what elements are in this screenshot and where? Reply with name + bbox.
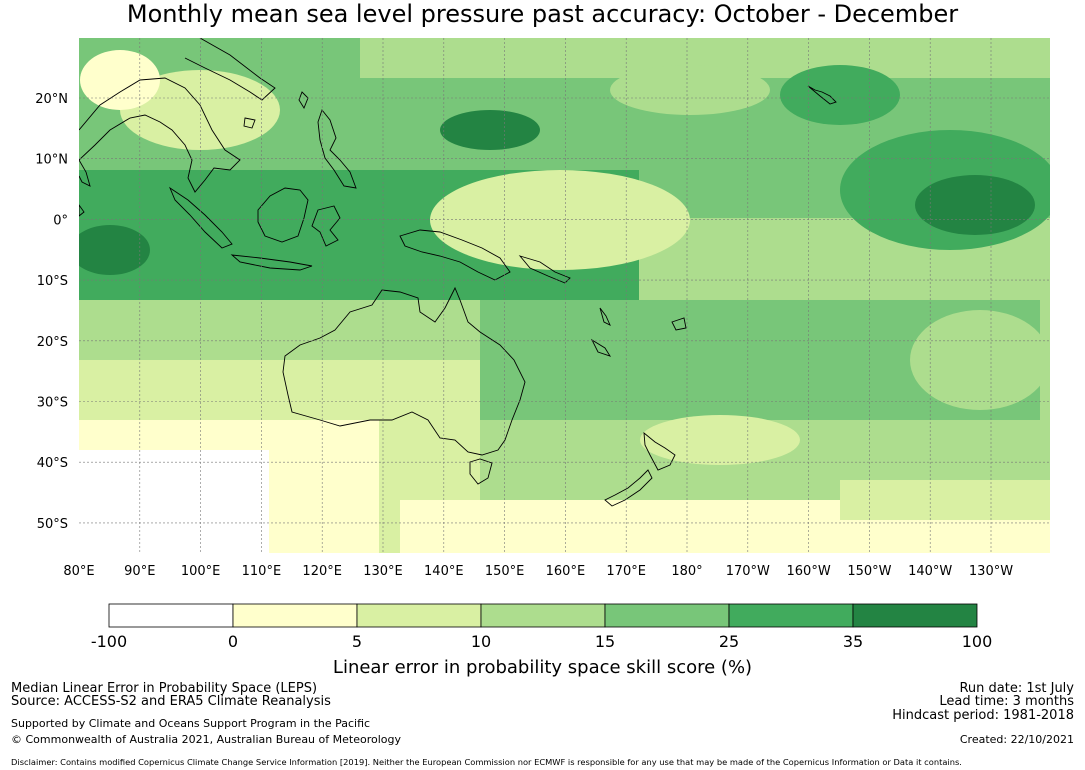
lon-tick-label: 90°E: [124, 564, 155, 579]
australia-outline: [282, 286, 526, 456]
gridlines: [79, 38, 1050, 553]
colorbar-bin: [852, 603, 978, 628]
hainan-outline: [243, 117, 256, 129]
china-coast: [184, 38, 276, 101]
lon-tick-label: 130°W: [969, 564, 1013, 579]
colorbar-tick-label: 10: [470, 632, 492, 651]
lon-tick-label: 150°E: [485, 564, 525, 579]
colorbar-bin: [480, 603, 606, 628]
java-outline: [230, 254, 313, 271]
colorbar-bin: [728, 603, 854, 628]
colorbar-tick-label: 100: [961, 632, 993, 651]
new-guinea-outline: [399, 229, 511, 281]
lon-tick-label: 110°E: [242, 564, 282, 579]
lon-tick-label: 80°E: [63, 564, 94, 579]
lat-tick-label: 10°S: [37, 274, 68, 289]
sulawesi-outline: [311, 205, 341, 247]
lon-tick-label: 160°W: [787, 564, 831, 579]
colorbar-tick-label: 5: [351, 632, 363, 651]
lat-tick-label: 50°S: [37, 517, 68, 532]
colorbar: [108, 603, 978, 628]
axis-ticks: 80°E 90°E 100°E 110°E 120°E 130°E 140°E 150°E 16…: [35, 92, 1013, 579]
india-tip: [79, 159, 91, 187]
footer-leps-label: Median Linear Error in Probability Space…: [11, 681, 318, 696]
lon-tick-label: 130°E: [363, 564, 403, 579]
fiji-islands: [671, 317, 687, 331]
footer-lead-time: Lead time: 3 months: [939, 694, 1074, 709]
colorbar-bin: [604, 603, 730, 628]
lon-tick-label: 150°W: [847, 564, 891, 579]
lat-tick-label: 0°: [53, 213, 68, 228]
tasmania-outline: [469, 458, 493, 485]
footer-source: Source: ACCESS-S2 and ERA5 Climate Reana…: [11, 694, 331, 709]
lat-tick-label: 10°N: [35, 153, 68, 168]
colorbar-tick-label: 35: [842, 632, 864, 651]
footer-copyright: © Commonwealth of Australia 2021, Austra…: [11, 733, 401, 746]
colorbar-label: Linear error in probability space skill …: [332, 657, 753, 678]
colorbar-tick-label: 25: [718, 632, 740, 651]
footer-hindcast-period: Hindcast period: 1981-2018: [892, 708, 1074, 723]
new-zealand-outline: [643, 431, 676, 471]
lat-tick-label: 30°S: [37, 396, 68, 411]
lon-tick-label: 100°E: [181, 564, 221, 579]
footer-support: Supported by Climate and Oceans Support …: [11, 717, 371, 730]
footer-run-date: Run date: 1st July: [959, 681, 1074, 696]
philippines-outline: [317, 109, 357, 189]
sri-lanka: [79, 204, 85, 217]
lon-tick-label: 170°E: [606, 564, 646, 579]
borneo-outline: [257, 187, 309, 243]
coastlines: [79, 38, 837, 507]
colorbar-tick-label: 0: [227, 632, 239, 651]
footer-disclaimer: Disclaimer: Contains modified Copernicus…: [11, 757, 962, 767]
lat-tick-label: 40°S: [37, 456, 68, 471]
lon-tick-label: 140°E: [424, 564, 464, 579]
colorbar-bin: [232, 603, 358, 628]
lon-tick-label: 180°: [671, 564, 702, 579]
footer-created: Created: 22/10/2021: [959, 733, 1074, 746]
solomon-islands: [518, 255, 571, 284]
colorbar-tick-label: -100: [90, 632, 128, 651]
skill-field: [79, 38, 1050, 553]
lon-tick-label: 140°W: [908, 564, 952, 579]
lat-tick-label: 20°N: [35, 92, 68, 107]
taiwan-outline: [298, 91, 309, 109]
lat-tick-label: 20°S: [37, 335, 68, 350]
lon-tick-label: 170°W: [726, 564, 770, 579]
sumatra-outline: [169, 186, 233, 249]
lon-tick-label: 160°E: [546, 564, 586, 579]
hawaii-islands: [807, 85, 837, 105]
colorbar-bin: [356, 603, 482, 628]
new-zealand-south-outline: [604, 469, 653, 507]
se-asia-outline: [79, 77, 241, 193]
colorbar-bin: [108, 603, 234, 628]
chart-title: Monthly mean sea level pressure past acc…: [126, 0, 959, 28]
lon-tick-label: 120°E: [302, 564, 342, 579]
new-caledonia: [590, 338, 612, 357]
colorbar-tick-label: 15: [594, 632, 616, 651]
vanuatu-islands: [599, 307, 611, 326]
